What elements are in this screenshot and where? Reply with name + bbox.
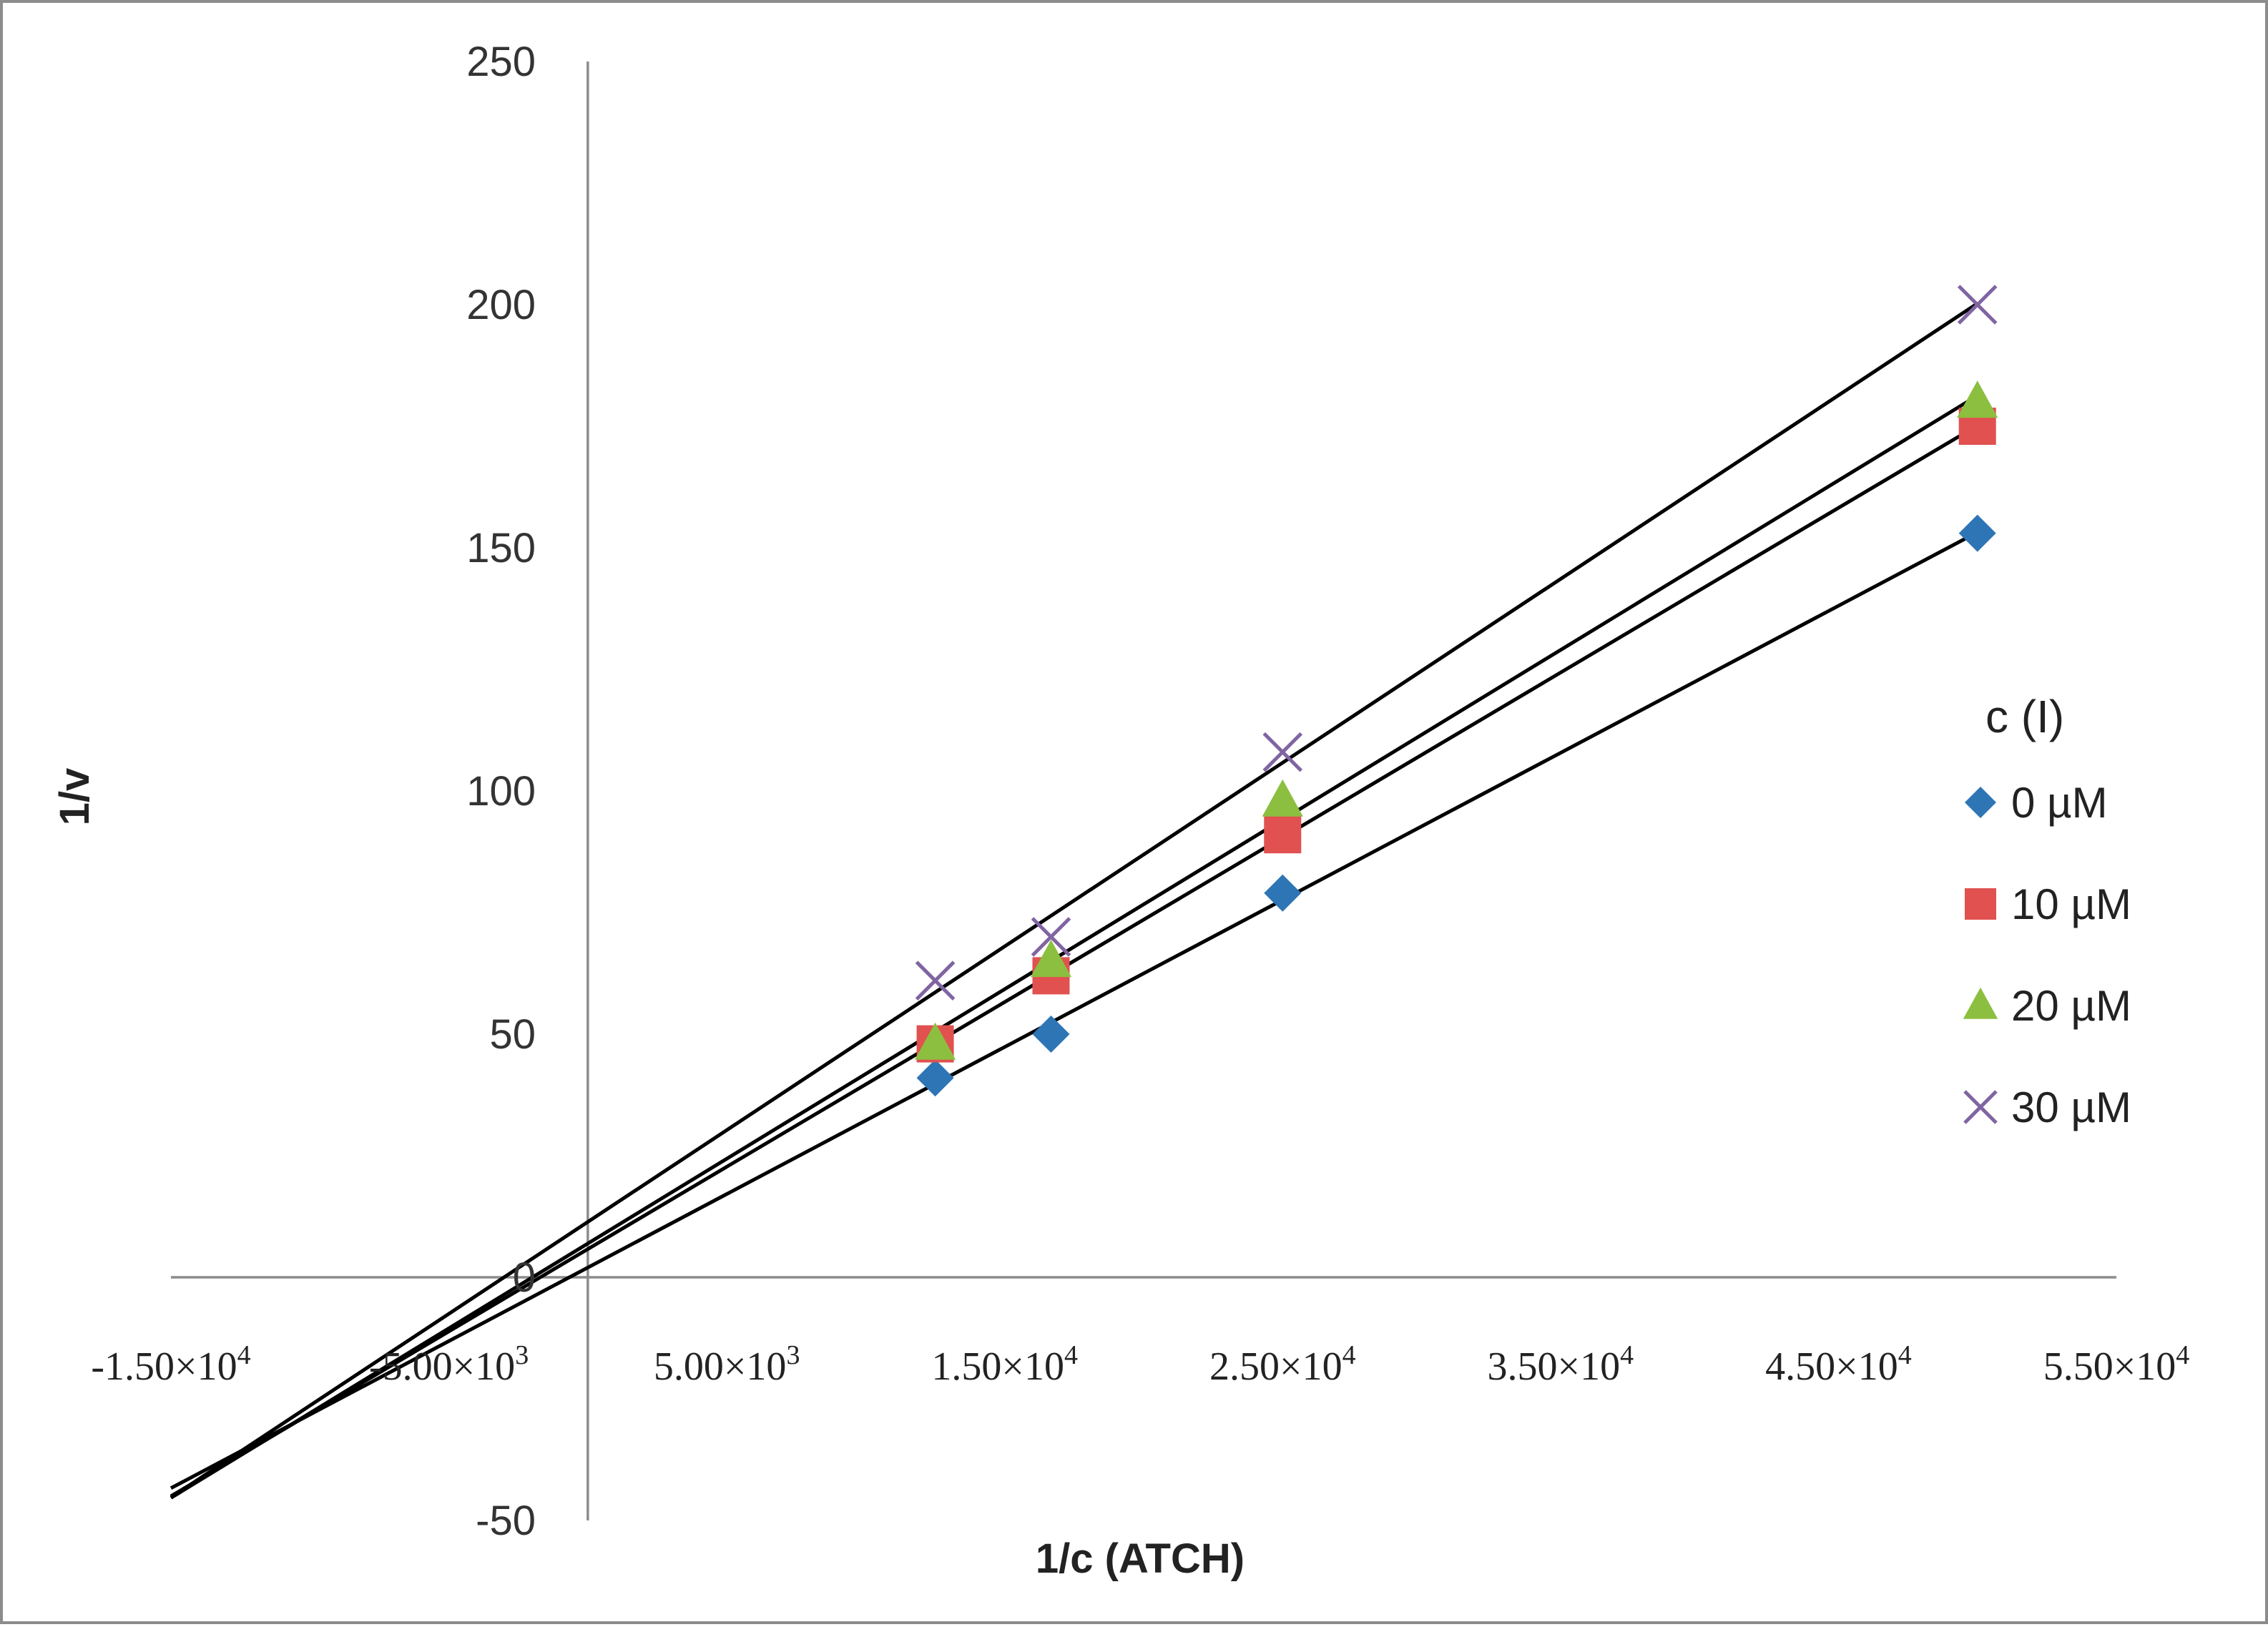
data-point-series-3-stroke [1957, 285, 1998, 325]
y-tick-label: 150 [466, 525, 536, 571]
data-point-series-3-stroke [1031, 917, 1071, 957]
lineweaver-burk-chart: 250 200 150 100 50 0 -50 -1.50×104 -5.00×103 5.0… [51, 39, 2189, 1582]
data-points [914, 285, 1998, 1097]
y-tick-label: 250 [466, 39, 536, 85]
data-point-series-0 [1264, 874, 1302, 912]
trendline-series-3 [170, 302, 1979, 1499]
x-tick-label: -5.00×103 [369, 1340, 529, 1389]
legend: c (I) 0 µM 10 µM 20 µM 30 µM [1963, 691, 2131, 1131]
x-tick-labels: -1.50×104 -5.00×103 5.00×103 1.50×104 2.50×1… [91, 1340, 2189, 1389]
x-tick-label: 2.50×104 [1209, 1340, 1356, 1389]
y-tick-label: 50 [489, 1011, 536, 1058]
legend-label: 20 µM [2011, 982, 2131, 1030]
legend-marker-2 [1963, 987, 1998, 1019]
y-tick-label: 100 [466, 768, 536, 815]
x-tick-label: 5.50×104 [2043, 1340, 2190, 1389]
legend-marker-3 [1963, 1090, 1998, 1124]
y-tick-label: -50 [476, 1498, 536, 1544]
x-tick-label: 5.00×103 [654, 1340, 800, 1389]
trendlines [170, 302, 1979, 1500]
data-point-series-0 [1032, 1016, 1070, 1053]
data-point-series-2 [1030, 940, 1072, 978]
data-point-series-0 [1958, 514, 1996, 552]
legend-label: 30 µM [2011, 1083, 2131, 1131]
x-tick-label: -1.50×104 [91, 1340, 250, 1389]
trendline-series-1 [170, 423, 1978, 1498]
legend-label: 10 µM [2011, 880, 2131, 928]
trendline-series-2 [170, 394, 1979, 1500]
data-point-series-2 [1957, 380, 1998, 418]
trendline-series-0 [170, 531, 1978, 1490]
x-tick-label: 3.50×104 [1488, 1340, 1634, 1389]
axes [171, 62, 2116, 1520]
x-tick-label: 4.50×104 [1765, 1340, 1912, 1389]
legend-title: c (I) [1985, 691, 2064, 742]
data-point-series-3 [915, 960, 956, 1001]
x-axis-title: 1/c (ATCH) [1036, 1535, 1245, 1582]
data-point-series-3 [1031, 917, 1071, 957]
data-point-series-0 [916, 1059, 954, 1097]
y-tick-labels: 250 200 150 100 50 0 -50 [466, 39, 536, 1544]
y-tick-label: 0 [513, 1254, 536, 1301]
x-tick-label: 1.50×104 [931, 1340, 1078, 1389]
data-point-series-2 [1262, 779, 1303, 817]
data-point-series-3 [1262, 732, 1303, 772]
data-point-series-3-stroke [1262, 732, 1303, 772]
legend-marker-1 [1965, 888, 1996, 920]
y-axis-title: 1/v [51, 768, 98, 826]
data-point-series-3 [1957, 285, 1998, 325]
legend-label: 0 µM [2011, 779, 2108, 827]
data-point-series-2 [914, 1022, 956, 1060]
legend-marker-0 [1965, 787, 1996, 818]
legend-marker-3-stroke [1963, 1090, 1998, 1124]
data-point-series-3-stroke [915, 960, 956, 1001]
data-point-series-1 [1264, 816, 1302, 854]
y-tick-label: 200 [466, 282, 536, 328]
